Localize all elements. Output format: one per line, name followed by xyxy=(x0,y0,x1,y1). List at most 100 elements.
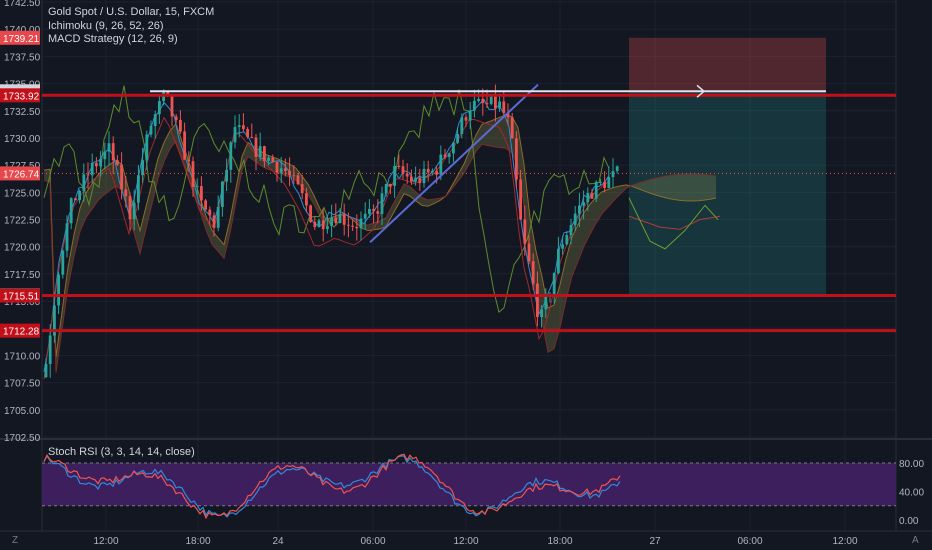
candle-body xyxy=(531,261,535,284)
symbol-title[interactable]: Gold Spot / U.S. Dollar, 15, FXCM xyxy=(48,6,215,18)
stoch-d-line xyxy=(43,453,621,520)
time-tick-label: 18:00 xyxy=(547,536,572,547)
candle-body xyxy=(305,193,308,206)
candle-body xyxy=(477,98,480,101)
stoch-rsi-label[interactable]: Stoch RSI (3, 3, 14, 14, close) xyxy=(48,446,195,458)
candle-body xyxy=(120,164,123,190)
candle-body xyxy=(128,196,132,220)
price-axis: 1742.501740.001737.501735.001732.501730.… xyxy=(0,0,41,444)
candle-body xyxy=(443,154,447,157)
price-badge: 1733.92 xyxy=(0,88,40,103)
candle-body xyxy=(174,116,178,120)
rsi-tick-label: 40.00 xyxy=(899,488,924,499)
chart-legend: Gold Spot / U.S. Dollar, 15, FXCM Ichimo… xyxy=(48,6,214,47)
time-tick-label: 18:00 xyxy=(185,536,210,547)
candle-body xyxy=(611,171,615,178)
candle-body xyxy=(111,143,115,161)
candle-body xyxy=(145,134,149,161)
entry-arrow-icon xyxy=(696,84,706,98)
candle-body xyxy=(187,159,191,162)
candle-body xyxy=(141,160,144,176)
candle-body xyxy=(116,160,119,165)
senkou-span-b-line xyxy=(43,139,717,373)
candle-body xyxy=(107,143,111,152)
ichimoku-cloud xyxy=(43,114,717,373)
candle-body xyxy=(426,168,430,173)
candle-body xyxy=(590,192,594,199)
price-badge-bg xyxy=(0,30,40,45)
candle-body xyxy=(557,248,560,274)
candle-body xyxy=(158,101,161,115)
candle-body xyxy=(389,183,392,186)
candle-body xyxy=(124,189,128,197)
candle-body xyxy=(351,225,354,227)
candle-body xyxy=(313,221,317,228)
price-tick-label: 1722.50 xyxy=(4,216,41,227)
senkou-span-a-line xyxy=(43,114,717,358)
candle-body xyxy=(510,117,514,139)
candle-body xyxy=(418,177,422,184)
candle-body xyxy=(523,219,527,244)
candle-body xyxy=(506,112,510,118)
trend-line xyxy=(369,83,539,244)
candle-body xyxy=(485,103,489,105)
candle-body xyxy=(536,283,539,317)
price-badge-label: 1733.92 xyxy=(3,91,40,102)
candle-body xyxy=(225,169,228,182)
candle-body xyxy=(233,127,237,143)
candle-body xyxy=(48,335,52,365)
candle-body xyxy=(527,243,531,262)
candle-body xyxy=(363,213,367,219)
price-badge-bg xyxy=(0,88,40,103)
candle-body xyxy=(99,159,102,167)
candle-body xyxy=(578,205,581,214)
price-badge: 1712.28 xyxy=(0,323,40,338)
price-badge: 1715.51 xyxy=(0,288,40,303)
candle-body xyxy=(468,110,472,121)
candle-body xyxy=(494,96,497,109)
timezone-icon[interactable]: Z xyxy=(12,535,19,546)
price-badge-label: 1739.21 xyxy=(3,34,40,45)
macd-indicator-label[interactable]: MACD Strategy (12, 26, 9) xyxy=(48,33,178,45)
ichimoku-indicator-label[interactable]: Ichimoku (9, 26, 52, 26) xyxy=(48,19,164,32)
candle-body xyxy=(456,133,459,143)
price-tick-label: 1707.50 xyxy=(4,379,41,390)
candle-body xyxy=(292,175,296,177)
price-badge-label: 1726.74 xyxy=(3,169,40,180)
take-profit-zone xyxy=(629,91,826,296)
candle-body xyxy=(284,168,287,171)
candle-body xyxy=(405,173,409,177)
grid-lines xyxy=(42,0,896,531)
rsi-axis: 80.00 40.00 0.00 xyxy=(899,459,924,527)
candle-body xyxy=(200,186,203,201)
candle-body xyxy=(254,137,258,157)
price-badge: 1726.74 xyxy=(0,166,40,181)
rsi-tick-label: 80.00 xyxy=(899,459,924,470)
time-tick-label: 12:00 xyxy=(93,536,118,547)
time-tick-label: 12:00 xyxy=(832,536,857,547)
price-badge: 1739.21 xyxy=(0,30,40,45)
candle-body xyxy=(607,177,611,188)
candle-body xyxy=(149,126,153,135)
price-tick-label: 1730.00 xyxy=(4,134,41,145)
stop-loss-zone xyxy=(629,37,826,92)
price-tick-label: 1742.50 xyxy=(4,0,41,9)
time-tick-label: 06:00 xyxy=(360,536,385,547)
candle-body xyxy=(569,225,573,236)
candle-body xyxy=(410,176,413,182)
price-tick-label: 1702.50 xyxy=(4,433,41,444)
candle-body xyxy=(439,154,443,175)
candle-body xyxy=(502,101,506,113)
candle-body xyxy=(565,235,569,245)
candle-body xyxy=(586,192,590,203)
time-tick-label: 27 xyxy=(649,536,661,547)
candle-body xyxy=(552,273,556,296)
candle-body xyxy=(258,146,262,157)
auto-scale-icon[interactable]: A xyxy=(912,535,919,546)
candle-body xyxy=(368,208,371,214)
candle-body xyxy=(372,208,375,212)
price-tick-label: 1710.00 xyxy=(4,351,41,362)
candle-body xyxy=(82,174,86,191)
price-tick-label: 1720.00 xyxy=(4,243,41,254)
